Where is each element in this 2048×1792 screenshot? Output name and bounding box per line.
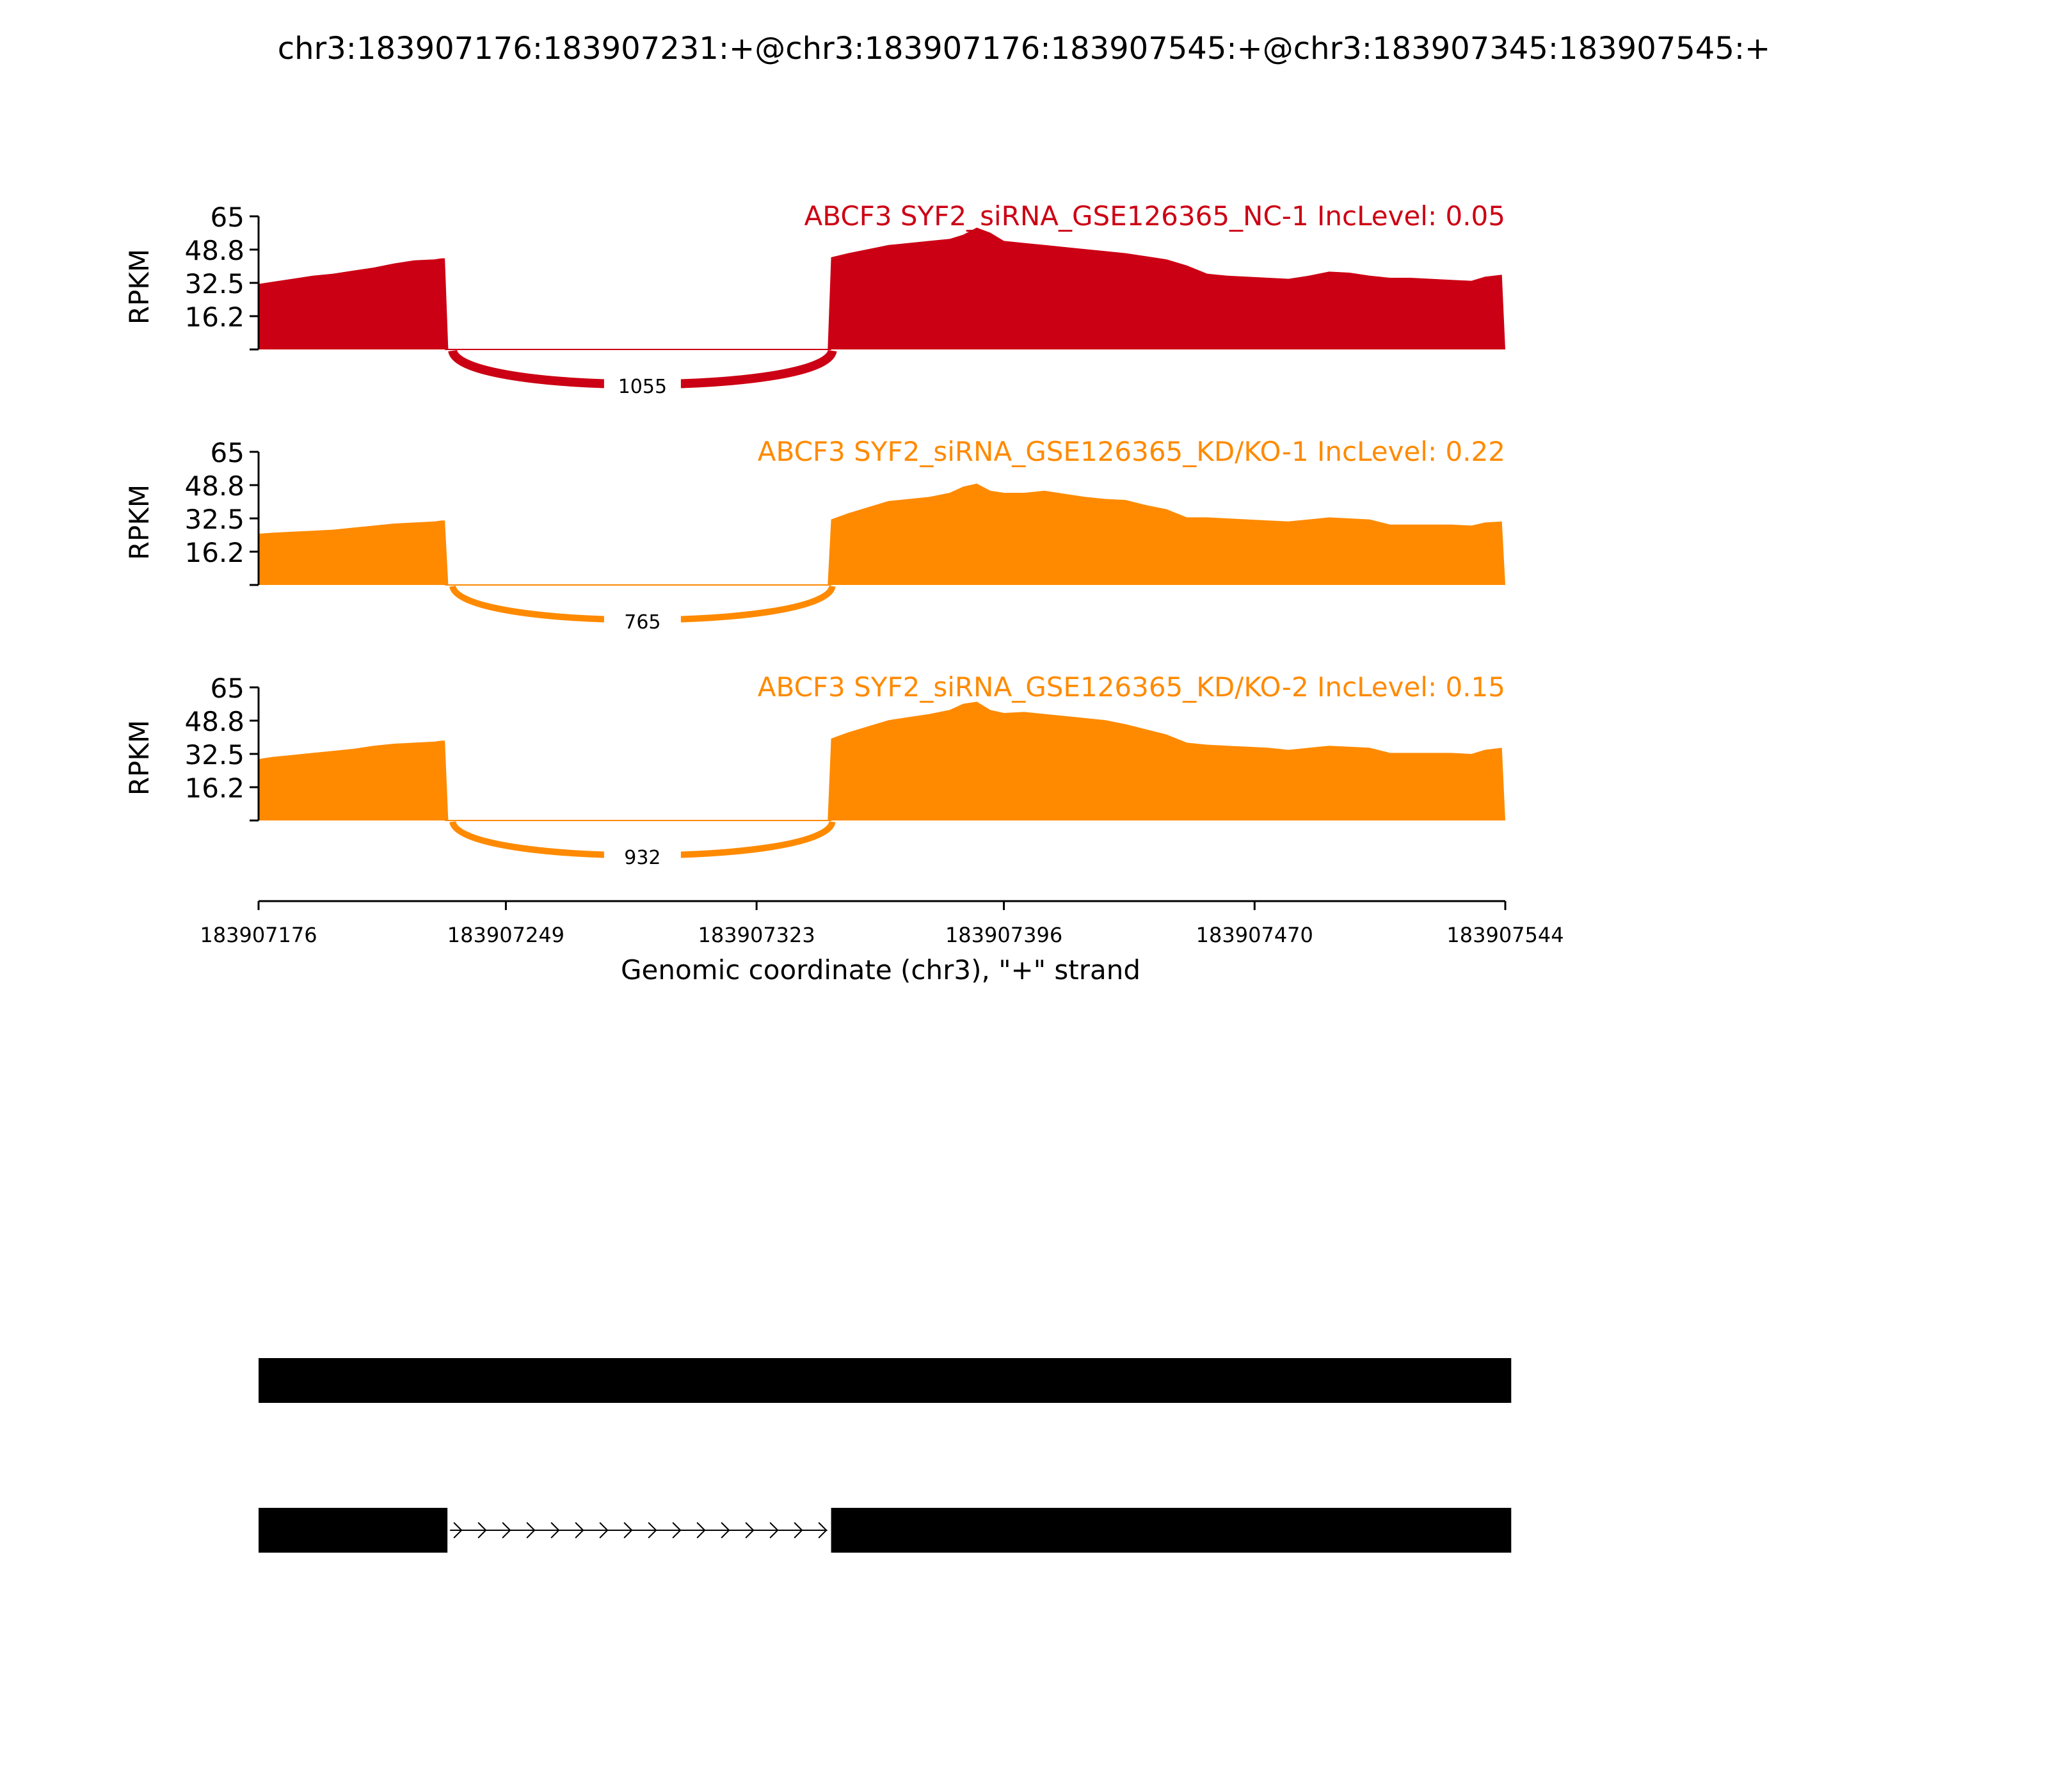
- x-tick-label: 183907544: [1446, 923, 1564, 947]
- track-title: ABCF3 SYF2_siRNA_GSE126365_NC-1 IncLevel…: [804, 200, 1505, 232]
- y-tick-label: 32.5: [184, 268, 244, 300]
- plot-title: chr3:183907176:183907231:+@chr3:18390717…: [278, 31, 1771, 67]
- strand-arrow: [599, 1522, 609, 1539]
- coverage-area: [259, 701, 1505, 820]
- track-title: ABCF3 SYF2_siRNA_GSE126365_KD/KO-2 IncLe…: [758, 671, 1505, 703]
- strand-arrow: [526, 1522, 536, 1539]
- x-tick-label: 183907396: [945, 923, 1062, 947]
- isoform-2: [259, 1508, 1512, 1553]
- strand-arrow: [794, 1522, 803, 1539]
- junction-count: 765: [624, 611, 660, 634]
- exon: [259, 1358, 1512, 1403]
- strand-arrow: [745, 1522, 755, 1539]
- y-tick-label: 16.2: [184, 301, 244, 333]
- y-tick-label: 48.8: [184, 470, 244, 502]
- y-axis-label: RPKM: [124, 720, 155, 796]
- x-tick-label: 183907470: [1196, 923, 1313, 947]
- junction-label-bg: [604, 604, 681, 635]
- strand-arrow: [623, 1522, 633, 1539]
- strand-arrow: [550, 1522, 560, 1539]
- junction-count: 1055: [618, 376, 667, 398]
- track-title: ABCF3 SYF2_siRNA_GSE126365_KD/KO-1 IncLe…: [758, 436, 1505, 467]
- strand-arrow: [769, 1522, 779, 1539]
- x-tick-label: 183907176: [200, 923, 317, 947]
- strand-arrow: [672, 1522, 682, 1539]
- y-tick-label: 48.8: [184, 706, 244, 737]
- coverage-area: [259, 227, 1505, 349]
- strand-arrow: [477, 1522, 487, 1539]
- strand-arrow: [502, 1522, 511, 1539]
- y-tick-label: 16.2: [184, 772, 244, 804]
- y-tick-label: 32.5: [184, 504, 244, 535]
- junction-count: 932: [624, 847, 660, 869]
- x-axis: 183907176 183907249 183907323 183907396 1839…: [200, 900, 1564, 947]
- y-axis-label: RPKM: [124, 249, 155, 324]
- strand-arrow: [453, 1522, 463, 1539]
- strand-arrow: [648, 1522, 657, 1539]
- junction-label-bg: [604, 840, 681, 870]
- exon: [259, 1508, 448, 1553]
- x-tick-label: 183907323: [698, 923, 815, 947]
- strand-arrow: [575, 1522, 584, 1539]
- strand-arrow: [818, 1522, 828, 1539]
- y-tick-label: 48.8: [184, 235, 244, 266]
- exon: [831, 1508, 1512, 1553]
- y-tick-label: 65: [211, 437, 244, 468]
- strand-arrow: [696, 1522, 706, 1539]
- strand-arrow: [721, 1522, 730, 1539]
- isoform-1: [259, 1358, 1512, 1403]
- y-tick-label: 65: [211, 202, 244, 233]
- y-tick-label: 16.2: [184, 537, 244, 568]
- y-axis-label: RPKM: [124, 484, 155, 560]
- y-tick-label: 32.5: [184, 739, 244, 771]
- junction-label-bg: [604, 369, 681, 399]
- x-axis-label: Genomic coordinate (chr3), "+" strand: [621, 954, 1140, 986]
- x-tick-label: 183907249: [447, 923, 564, 947]
- y-tick-label: 65: [211, 673, 244, 704]
- gene-models: [259, 1358, 1512, 1553]
- coverage-area: [259, 483, 1505, 585]
